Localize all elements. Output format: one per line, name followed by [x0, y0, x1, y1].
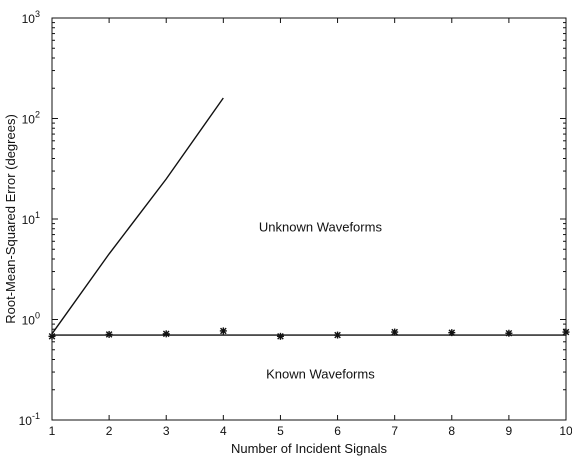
x-tick-label: 10 — [559, 424, 572, 438]
marker-stroke — [391, 328, 398, 336]
asterisk-marker — [505, 329, 513, 337]
marker-stroke — [277, 333, 284, 340]
marker-stroke — [505, 329, 513, 337]
y-tick-exponent: 1 — [35, 210, 40, 220]
annotation-label: Known Waveforms — [266, 366, 375, 381]
asterisk-marker — [105, 330, 113, 338]
asterisk-marker — [391, 328, 399, 336]
y-tick-label: 102 — [22, 110, 40, 127]
annotation-label: Unknown Waveforms — [259, 220, 383, 235]
x-tick-label: 6 — [334, 424, 341, 438]
y-tick-label: 100 — [22, 311, 40, 328]
asterisk-marker — [334, 331, 342, 339]
y-axis-label: Root-Mean-Squared Error (degrees) — [3, 114, 18, 324]
asterisk-marker — [48, 332, 56, 340]
y-tick-exponent: 2 — [35, 110, 40, 120]
x-tick-label: 3 — [163, 424, 170, 438]
y-tick-base: 10 — [19, 414, 33, 428]
marker-stroke — [334, 331, 341, 339]
y-tick-label: 101 — [22, 210, 40, 227]
marker-stroke — [220, 327, 227, 335]
x-axis-label: Number of Incident Signals — [231, 441, 388, 456]
y-tick-exponent: 0 — [35, 311, 40, 321]
data-series — [48, 97, 570, 340]
series-line-unknown-waveforms — [51, 97, 224, 335]
x-tick-label: 7 — [391, 424, 398, 438]
x-tick-label: 2 — [106, 424, 113, 438]
marker-stroke — [48, 333, 56, 340]
x-tick-label: 5 — [277, 424, 284, 438]
x-tick-label: 9 — [506, 424, 513, 438]
asterisk-marker — [562, 328, 570, 336]
x-tick-label: 4 — [220, 424, 227, 438]
asterisk-marker — [219, 327, 227, 335]
asterisk-marker — [162, 330, 170, 338]
marker-stroke — [562, 328, 570, 336]
y-tick-exponent: 3 — [35, 9, 40, 19]
marker-stroke — [105, 331, 113, 338]
y-tick-base: 10 — [22, 113, 36, 127]
y-tick-base: 10 — [22, 12, 36, 26]
y-tick-exponent: -1 — [32, 411, 40, 421]
x-tick-label: 8 — [448, 424, 455, 438]
asterisk-marker — [276, 332, 284, 340]
x-tick-label: 1 — [49, 424, 56, 438]
y-tick-label: 103 — [22, 9, 40, 26]
annotations: Unknown Waveforms Known Waveforms — [259, 220, 383, 382]
asterisk-marker — [448, 329, 456, 337]
marker-stroke — [162, 330, 170, 338]
marker-stroke — [448, 329, 456, 336]
y-tick-base: 10 — [22, 213, 36, 227]
y-tick-base: 10 — [22, 314, 36, 328]
y-tick-label: 10-1 — [19, 411, 40, 428]
